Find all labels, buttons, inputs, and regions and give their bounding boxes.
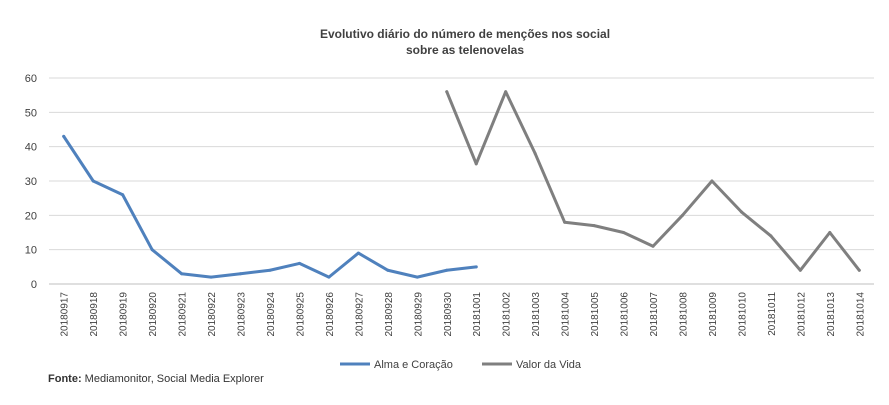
data-point <box>62 134 66 138</box>
x-tick-label: 20181012 <box>796 292 807 337</box>
x-tick-label: 20180917 <box>60 292 71 337</box>
x-tick-label: 20181002 <box>502 292 513 337</box>
data-point <box>533 152 537 156</box>
data-point <box>327 275 331 279</box>
x-tick-label: 20181010 <box>737 292 748 337</box>
y-tick-label: 10 <box>25 245 37 257</box>
x-tick-label: 20180928 <box>384 292 395 337</box>
x-tick-label: 20181006 <box>620 292 631 337</box>
source-text: Mediamonitor, Social Media Explorer <box>81 373 264 385</box>
data-point <box>504 90 508 94</box>
data-point <box>445 268 449 272</box>
data-point <box>563 220 567 224</box>
data-point <box>857 268 861 272</box>
x-tick-label: 20181003 <box>531 292 542 337</box>
data-point <box>474 162 478 166</box>
data-point <box>209 275 213 279</box>
x-tick-label: 20181011 <box>767 292 778 336</box>
data-point <box>415 275 419 279</box>
x-tick-label: 20181009 <box>708 292 719 337</box>
x-tick-label: 20181005 <box>590 292 601 337</box>
data-point <box>592 224 596 228</box>
data-point <box>710 179 714 183</box>
legend: Alma e Coração Valor da Vida <box>340 359 582 371</box>
x-axis: 20180917 20180918 20180919 20180920 20180921… <box>60 292 867 337</box>
data-point <box>386 268 390 272</box>
data-point <box>91 179 95 183</box>
x-tick-label: 20180918 <box>89 292 100 337</box>
data-point <box>651 244 655 248</box>
data-point <box>474 265 478 269</box>
legend-label: Alma e Coração <box>374 359 453 371</box>
data-point <box>798 268 802 272</box>
data-point <box>828 231 832 234</box>
grid <box>49 77 874 285</box>
y-tick-label: 60 <box>25 73 37 85</box>
data-point <box>445 90 449 94</box>
data-point <box>239 272 243 276</box>
series-line-1 <box>62 134 478 279</box>
x-tick-label: 20180927 <box>354 292 365 337</box>
x-tick-label: 20181001 <box>472 292 483 337</box>
y-tick-label: 50 <box>25 107 37 119</box>
data-point <box>150 248 154 252</box>
x-tick-label: 20180925 <box>295 292 306 337</box>
x-tick-label: 20181007 <box>649 292 660 337</box>
data-point <box>297 261 301 265</box>
chart-title-line: Evolutivo diário do número de menções no… <box>320 27 610 41</box>
data-point <box>680 213 684 217</box>
x-tick-label: 20180924 <box>266 292 277 337</box>
y-tick-label: 30 <box>25 176 37 188</box>
x-tick-label: 20180929 <box>413 292 424 337</box>
x-tick-label: 20181014 <box>855 292 866 337</box>
data-point <box>268 268 272 272</box>
x-tick-label: 20180922 <box>207 292 218 337</box>
x-tick-label: 20180926 <box>325 292 336 337</box>
x-tick-label: 20181008 <box>678 292 689 337</box>
chart-title-line: sobre as telenovelas <box>406 43 524 57</box>
x-tick-label: 20181004 <box>561 292 572 337</box>
y-tick-label: 20 <box>25 210 37 222</box>
data-point <box>121 193 125 197</box>
data-point <box>739 210 743 214</box>
y-axis: 0 10 20 30 40 50 60 <box>25 73 37 291</box>
y-tick-label: 40 <box>25 142 37 154</box>
data-point <box>180 272 184 276</box>
x-tick-label: 20180921 <box>178 292 189 337</box>
data-point <box>622 231 626 234</box>
x-tick-label: 20180923 <box>237 292 248 337</box>
x-tick-label: 20181013 <box>826 292 837 337</box>
x-tick-label: 20180919 <box>119 292 130 337</box>
data-point <box>356 251 360 255</box>
x-tick-label: 20180930 <box>443 292 454 337</box>
source-note: Fonte: Mediamonitor, Social Media Explor… <box>48 373 264 385</box>
x-tick-label: 20180920 <box>148 292 159 337</box>
chart-title: Evolutivo diário do número de menções no… <box>320 27 610 57</box>
legend-label: Valor da Vida <box>516 359 582 371</box>
source-label: Fonte: <box>48 373 82 385</box>
series-lines <box>62 90 861 279</box>
y-tick-label: 0 <box>31 279 37 291</box>
data-point <box>769 234 773 238</box>
